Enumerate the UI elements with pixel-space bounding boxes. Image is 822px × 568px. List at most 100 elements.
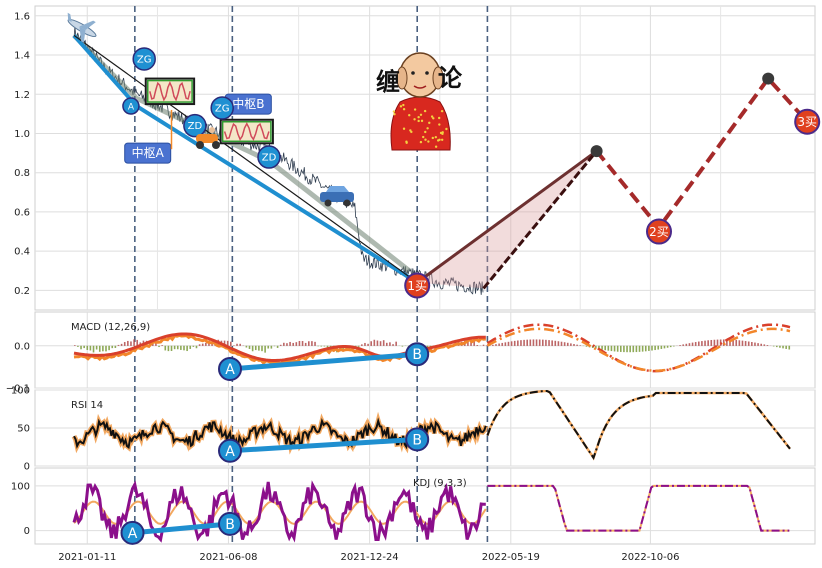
kdj-forecast-line [487, 484, 790, 532]
rsi-forecast-line [486, 390, 791, 461]
macd-hist-bar [741, 340, 744, 346]
macd-hist-bar [127, 340, 129, 346]
macd-hist-bar [186, 345, 188, 352]
macd-hist-bar [510, 341, 513, 346]
macd-hist-bar [264, 345, 266, 353]
robe-pattern-dot [405, 141, 408, 144]
macd-hist-bar [482, 344, 485, 346]
robe-pattern-dot [440, 109, 444, 113]
macd-hist-bar [766, 345, 769, 346]
kdj-divergence-line [132, 521, 231, 536]
zhongshu-label: 中枢B [232, 96, 264, 111]
macd-hist-bar [470, 340, 472, 346]
macd-hist-bar [691, 342, 694, 346]
price-ytick-label: 1.2 [14, 90, 30, 101]
macd-hist-bar [289, 341, 291, 346]
robe-pattern-dot [445, 127, 448, 131]
macd-hist-bar [198, 344, 201, 346]
price-ytick-label: 0.4 [14, 247, 30, 258]
robe-pattern-dot [399, 105, 403, 108]
macd-hist-bar [108, 345, 110, 351]
macd-hist-bar [298, 340, 301, 346]
macd-hist-bar [726, 339, 728, 346]
kdj-j-line [72, 480, 486, 543]
macd-hist-bar [361, 344, 363, 346]
macd-hist-bar [629, 345, 631, 353]
robe-pattern-dot [441, 131, 444, 134]
macd-hist-bar [152, 343, 154, 346]
macd-divergence-b [405, 342, 430, 367]
trend-forecast-line [595, 75, 809, 231]
macd-hist-bar [616, 345, 619, 352]
macd-hist-bar [632, 345, 635, 353]
macd-hist-bar [295, 342, 298, 346]
macd-hist-bar [176, 345, 179, 350]
macd-hist-bar [357, 345, 360, 347]
macd-forecast-signal [486, 327, 791, 372]
divergence-label: A [128, 526, 138, 542]
robe-pattern-dot [422, 135, 425, 139]
kdj-divergence-b [218, 511, 242, 536]
macd-hist-bar [382, 340, 385, 346]
rsi-panel-label: RSI 14 [71, 400, 103, 411]
macd-hist-bar [395, 341, 397, 346]
buy-point-1 [404, 272, 431, 299]
macd-hist-bar [326, 345, 329, 349]
robe-pattern-dot [402, 108, 406, 111]
macd-hist-bar [538, 339, 541, 346]
marker-label: ZD [262, 153, 277, 164]
zhongshu-label-bg [124, 142, 172, 164]
macd-hist-bar [311, 341, 313, 346]
kdj-ytick-label: 0 [24, 526, 30, 537]
macd-hist-bar [598, 345, 600, 350]
robe-pattern-dot [413, 108, 417, 111]
robe-pattern-dot [430, 115, 434, 118]
forecast-dash-line [482, 150, 598, 290]
macd-hist-bar [223, 340, 226, 346]
macd-hist-bar [573, 344, 575, 346]
macd-divergence-a [218, 357, 242, 381]
macd-hist-bar [704, 340, 706, 346]
x-tick-label: 2022-10-06 [621, 552, 679, 563]
macd-hist-bar [161, 345, 163, 346]
macd-hist-bar [386, 342, 388, 346]
macd-hist-bar [507, 341, 510, 346]
monk-ear [432, 66, 444, 90]
macd-hist-bar [83, 345, 85, 349]
macd-hist-bar [682, 344, 684, 346]
robe-pattern-dot [437, 116, 441, 120]
buy-point-label: 1买 [407, 279, 427, 293]
buy-point-label: 2买 [649, 225, 669, 239]
kdj-ytick-label: 100 [11, 481, 30, 492]
marker-label: ZG [215, 103, 230, 114]
macd-hist-bar [123, 342, 126, 346]
macd-hist-bar [613, 345, 616, 352]
kdj-layer [72, 480, 790, 543]
divergence-label: A [225, 362, 235, 378]
macd-hist-bar [554, 340, 557, 346]
forecast-up-line [416, 149, 598, 284]
macd-hist-bar [751, 342, 753, 346]
macd-hist-bar [716, 339, 719, 346]
macd-hist-bar [685, 343, 688, 346]
macd-hist-bar [201, 343, 204, 346]
macd-hist-bar [601, 345, 603, 350]
macd-hist-bar [170, 345, 173, 351]
macd-divergence-line [229, 351, 418, 372]
macd-hist-bar [373, 339, 376, 346]
car-body [320, 192, 354, 202]
macd-hist-bar [189, 345, 192, 349]
macd-hist-bar [673, 345, 675, 347]
macd-hist-bar [74, 345, 76, 346]
airplane-tail [67, 12, 72, 22]
x-tick-label: 2021-12-24 [341, 552, 399, 563]
macd-hist-bar [754, 342, 756, 346]
price-ytick-label: 0.6 [14, 207, 30, 218]
rsi-divergence-a [218, 438, 242, 463]
marker-label: A [128, 103, 135, 113]
macd-hist-bar [77, 345, 79, 347]
macd-hist-bar [485, 345, 488, 346]
macd-hist-bar [666, 345, 669, 348]
car-roof [326, 186, 349, 192]
